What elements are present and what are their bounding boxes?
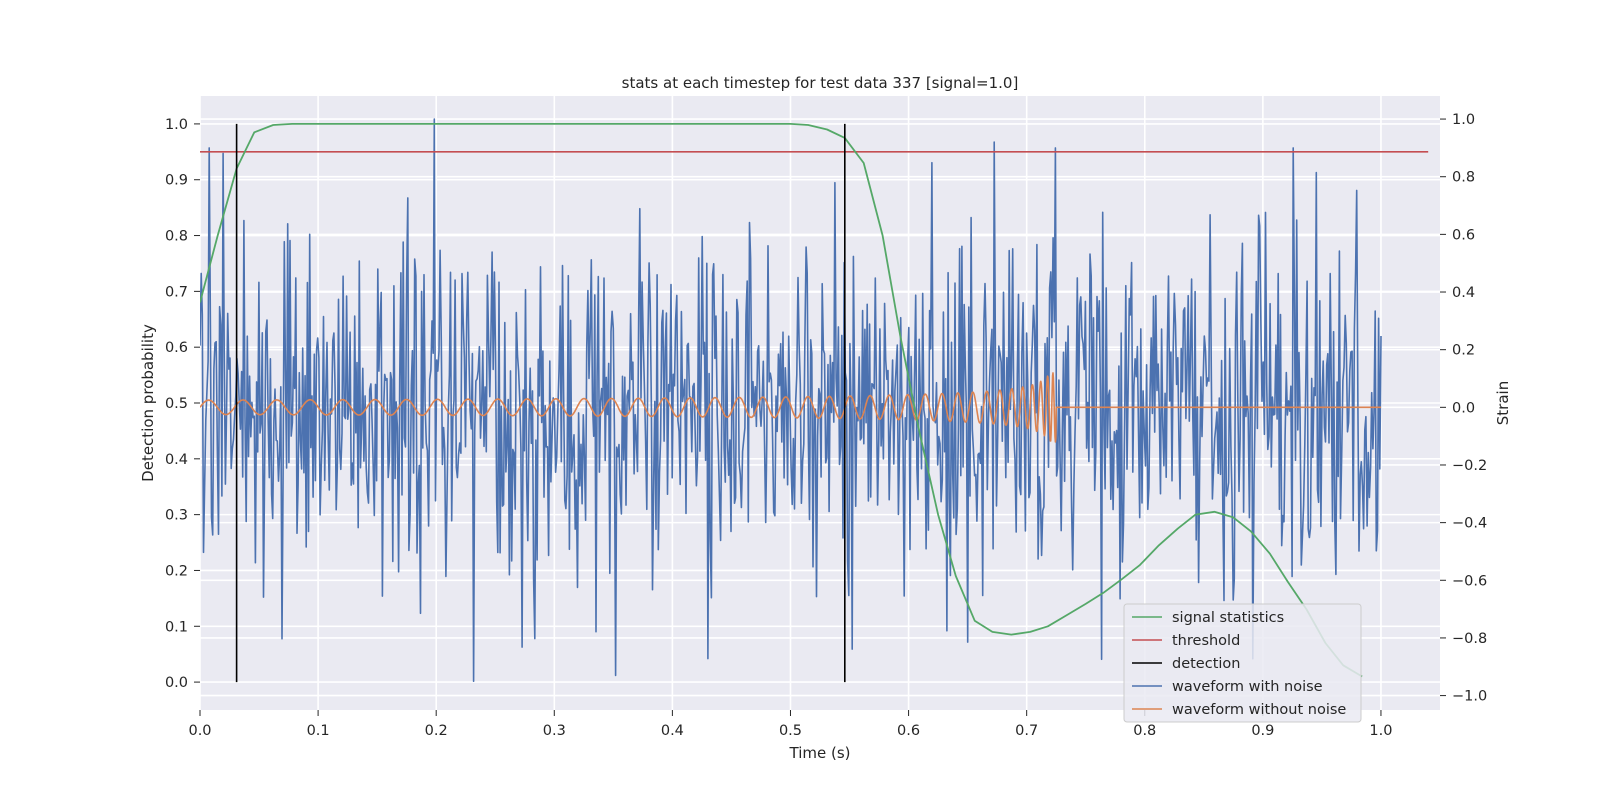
- series-waveform-with-noise: [200, 118, 1382, 683]
- x-tick-label: 0.5: [779, 723, 802, 739]
- y2-tick-label: −0.8: [1452, 631, 1487, 647]
- y-tick-label: 0.6: [165, 340, 188, 356]
- x-tick-label: 0.8: [1133, 723, 1156, 739]
- legend: signal statistics threshold detection wa…: [1123, 603, 1362, 723]
- legend-label-waveform-without-noise: waveform without noise: [1172, 702, 1346, 718]
- y-tick-label: 0.8: [165, 229, 188, 245]
- y-tick-label: 0.3: [165, 508, 188, 524]
- y2-tick-label: −0.4: [1452, 516, 1487, 532]
- y-tick-label: 0.0: [165, 675, 188, 691]
- y2-tick-label: 0.6: [1452, 227, 1475, 243]
- y-tick-label: 1.0: [165, 117, 188, 133]
- x-tick-label: 0.7: [1015, 723, 1038, 739]
- y2-tick-label: 0.2: [1452, 343, 1475, 359]
- legend-box: [1123, 603, 1362, 723]
- legend-label-threshold: threshold: [1172, 633, 1240, 649]
- x-tick-label: 0.6: [897, 723, 920, 739]
- x-tick-label: 0.1: [307, 723, 330, 739]
- x-tick-label: 1.0: [1369, 723, 1392, 739]
- chart-title: stats at each timestep for test data 337…: [622, 74, 1019, 92]
- y2-axis-label: Strain: [1494, 381, 1512, 425]
- series-signal-statistics: [200, 123, 1363, 678]
- y2-tick-label: 0.0: [1452, 400, 1475, 416]
- series-waveform-without-noise: [200, 372, 1382, 443]
- plot-area: [200, 118, 1429, 683]
- y-axis-label: Detection probability: [139, 324, 157, 482]
- y2-tick-label: −1.0: [1452, 689, 1487, 705]
- x-axis-label: Time (s): [789, 744, 851, 762]
- y2-tick-label: 0.4: [1452, 285, 1475, 301]
- x-tick-label: 0.3: [543, 723, 566, 739]
- x-tick-label: 0.2: [425, 723, 448, 739]
- y-tick-label: 0.1: [165, 619, 188, 635]
- y-tick-label: 0.9: [165, 173, 188, 189]
- y2-tick-label: 1.0: [1452, 112, 1475, 128]
- x-tick-label: 0.4: [661, 723, 684, 739]
- y-tick-label: 0.5: [165, 396, 188, 412]
- axes: 0.0 0.1 0.2 0.3 0.4 0.5 0.6 0.7 0.8 0.9 1.0 0.0 0.1 0…: [165, 112, 1487, 739]
- y2-tick-label: −0.6: [1452, 573, 1487, 589]
- x-tick-label: 0.0: [188, 723, 211, 739]
- y2-tick-label: 0.8: [1452, 170, 1475, 186]
- legend-label-signal-statistics: signal statistics: [1172, 610, 1284, 626]
- legend-label-waveform-with-noise: waveform with noise: [1172, 679, 1323, 695]
- y-tick-label: 0.7: [165, 284, 188, 300]
- y2-tick-label: −0.2: [1452, 458, 1487, 474]
- y-tick-label: 0.4: [165, 452, 188, 468]
- x-tick-label: 0.9: [1251, 723, 1274, 739]
- plot-series: [200, 118, 1429, 683]
- legend-label-detection: detection: [1172, 656, 1240, 672]
- y-tick-label: 0.2: [165, 563, 188, 579]
